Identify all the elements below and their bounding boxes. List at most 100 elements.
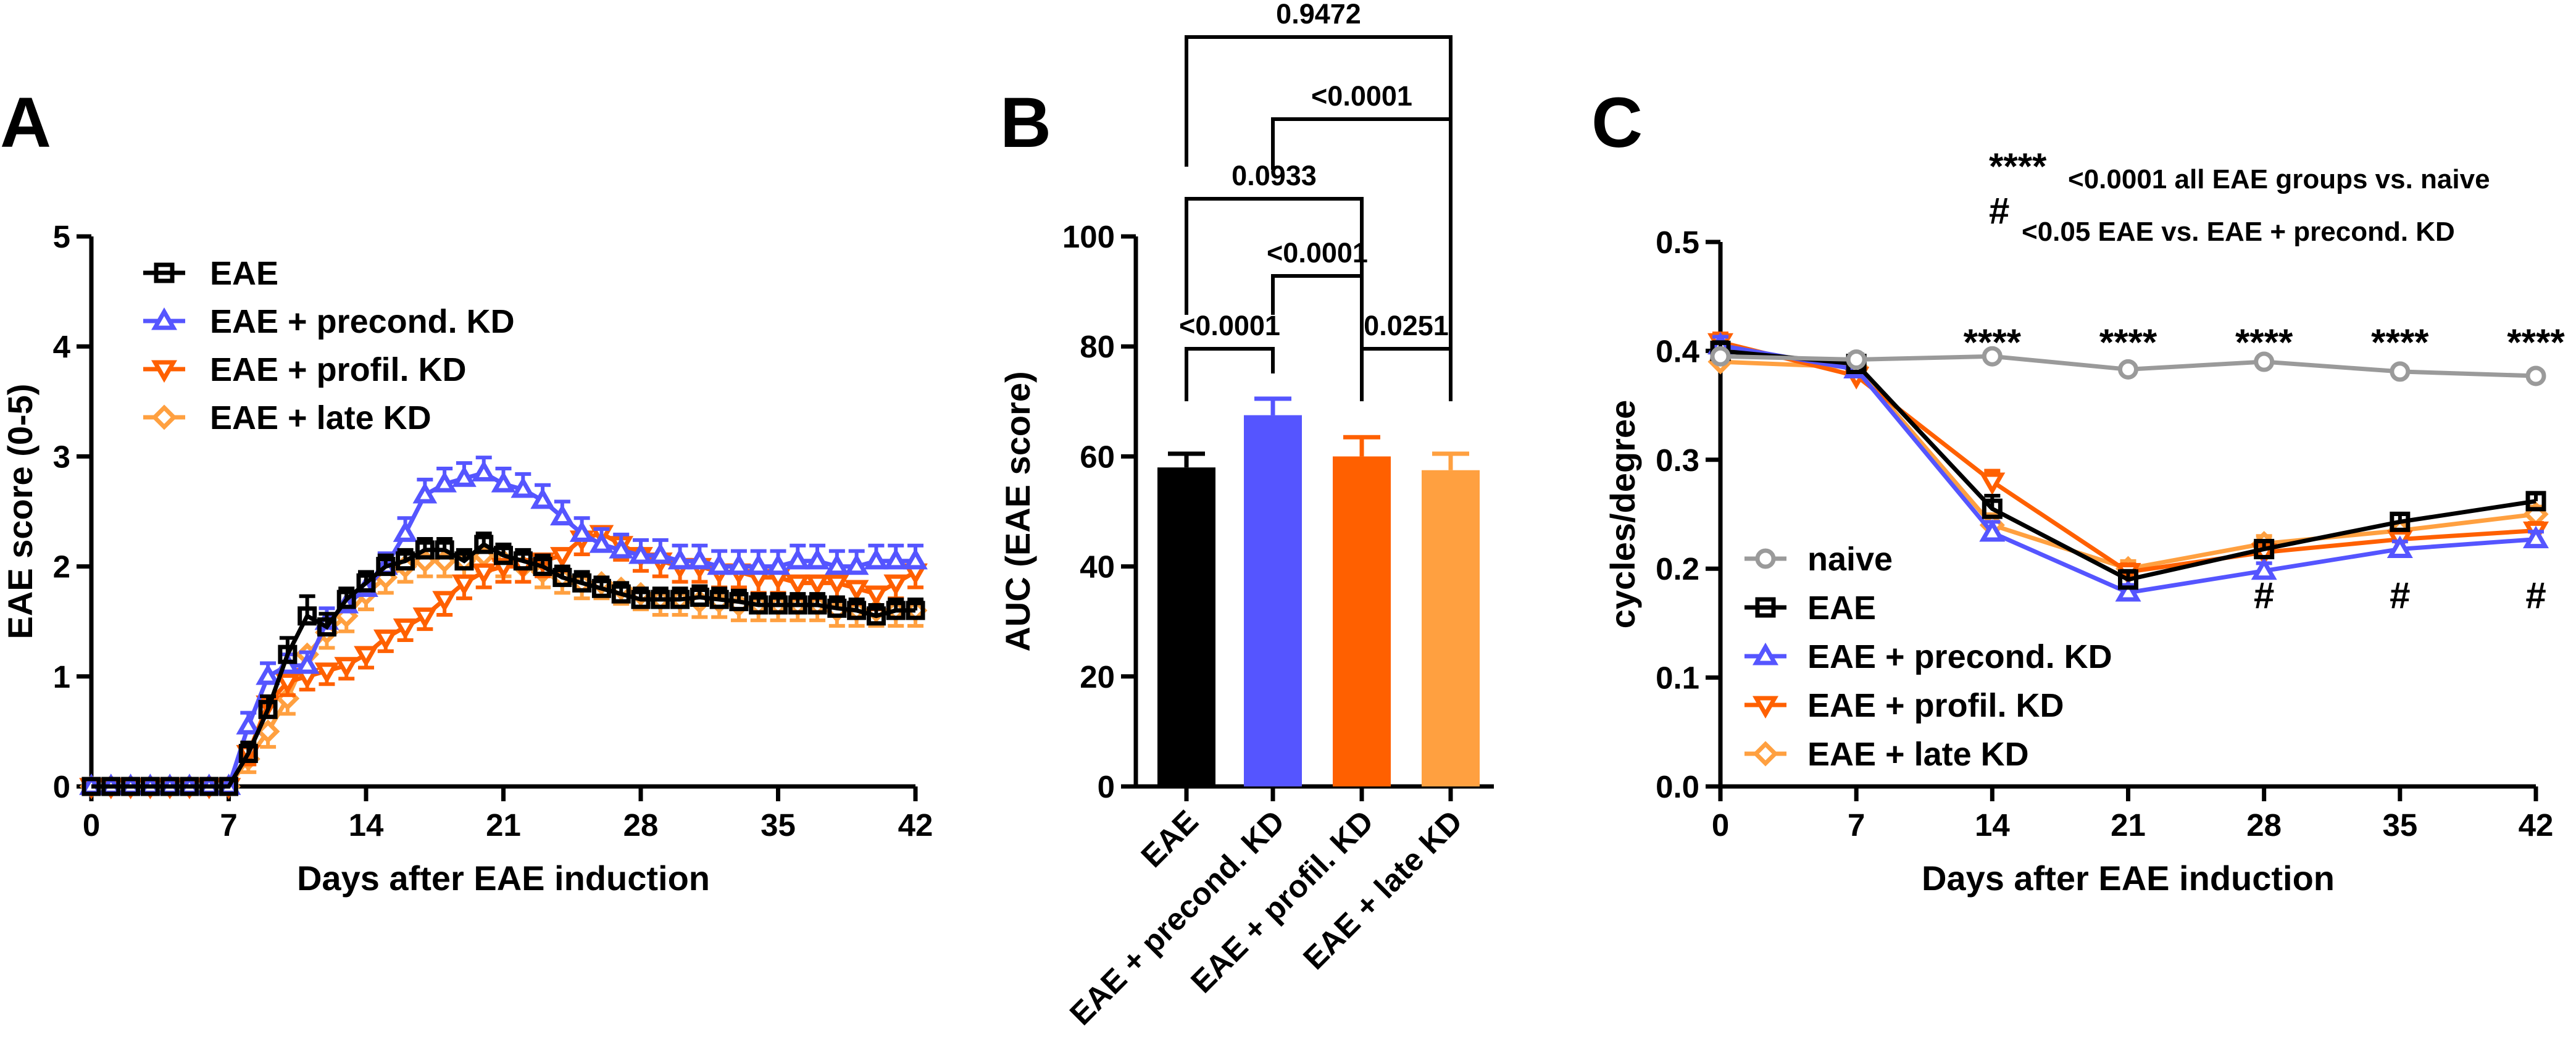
a-point-eae [317,617,336,637]
a-point-eae-precond-kd [648,542,673,564]
c-point-eae [2254,538,2275,559]
a-y-tick-label: 1 [53,659,70,694]
panel-label-c: C [1591,83,1643,162]
a-point-eae-precond-kd [294,652,320,674]
a-point-eae-precond-kd [393,520,418,542]
a-point-eae-precond-kd [707,553,732,575]
b-significance-bracket [1185,347,1275,401]
a-point-eae [435,540,454,560]
c-point-eae-precond-kd [2115,579,2141,602]
c-point-eae-precond-kd [2251,557,2277,580]
b-significance-bracket [1360,347,1453,401]
c-point-eae [2118,569,2138,590]
c-significance-stars: **** [2235,322,2293,363]
c-y-axis-title: cycles/degree [1603,400,1642,628]
a-point-eae-precond-kd [471,460,496,481]
a-point-eae-precond-kd [805,548,830,570]
c-legend-label-eae-profil-kd: EAE + profil. KD [1807,687,2064,724]
a-point-eae-precond-kd [432,471,457,493]
a-point-eae-profil-kd [883,574,909,596]
a-y-tick-label: 5 [53,219,70,254]
a-point-eae-precond-kd [256,663,280,685]
b-significance-label: <0.0001 [1311,80,1412,112]
a-point-eae-precond-kd [609,537,634,559]
a-x-tick-label: 14 [349,807,384,843]
c-legend-label-naive: naive [1807,541,1893,578]
a-point-eae-profil-kd [844,580,869,602]
a-legend-label-eae-profil-kd: EAE + profil. KD [210,351,467,388]
a-point-eae-profil-kd [334,657,359,678]
a-point-eae-precond-kd [452,465,477,487]
c-annotation-text: <0.05 EAE vs. EAE + precond. KD [2022,217,2455,247]
c-y-tick-label: 0.5 [1656,225,1699,260]
a-point-eae [101,777,121,796]
c-point-eae-precond-kd [1979,519,2006,542]
a-x-tick-label: 28 [623,807,659,843]
a-point-eae-precond-kd [844,553,869,575]
a-point-eae [533,557,552,577]
a-point-eae [611,584,631,604]
a-point-eae [886,601,906,620]
a-legend-marker-eae-precond-kd [151,307,177,330]
c-point-eae-profil-kd [1979,472,2006,496]
c-point-eae-precond-kd [2523,525,2549,549]
a-point-eae [866,606,886,626]
c-y-tick-label: 0.2 [1656,551,1699,586]
a-point-eae-profil-kd [354,646,378,667]
c-y-tick-label: 0.4 [1656,333,1700,369]
a-point-eae [121,777,141,796]
a-point-eae [651,590,670,609]
c-point-naive [1710,346,1731,367]
c-point-naive [1846,349,1867,370]
b-category-label-eae-late-kd: EAE + late KD [1296,803,1469,976]
b-y-tick-label: 60 [1080,439,1115,474]
c-point-naive [1982,346,2003,367]
a-point-eae-profil-kd [550,547,575,569]
c-legend-marker-eae-profil-kd [1753,696,1778,719]
b-y-tick-label: 0 [1098,769,1115,804]
a-point-eae [591,578,611,598]
a-y-tick-label: 3 [53,439,70,474]
a-legend-marker-eae-profil-kd [151,360,177,383]
a-point-eae [160,777,180,796]
a-point-eae [238,744,258,764]
a-point-eae [552,567,572,587]
c-x-axis-title: Days after EAE induction [1922,859,2335,898]
a-legend-marker-eae [154,262,175,283]
a-x-tick-label: 7 [220,807,237,843]
panel-a-chart: 0 1 2 3 4 5 0 7 14 21 28 35 42 Days after EAE inducti… [1,219,933,898]
a-legend-label-eae-late-kd: EAE + late KD [210,399,431,436]
a-point-eae [81,777,101,796]
c-point-eae [1982,498,2003,519]
a-point-eae-late-kd [256,719,280,744]
a-point-eae [670,590,690,609]
a-point-eae-profil-kd [805,574,830,596]
a-point-eae-precond-kd [727,553,751,575]
c-significance-hash: # [2390,575,2410,616]
a-point-eae-precond-kd [746,553,771,575]
a-point-eae-profil-kd [275,673,300,695]
a-point-eae [415,540,435,560]
a-x-axis-title: Days after EAE induction [297,859,710,898]
a-point-eae-precond-kd [667,548,693,570]
a-point-eae [376,557,396,577]
a-point-eae [258,699,278,719]
a-point-eae-precond-kd [628,542,653,564]
a-x-tick-label: 35 [761,807,796,843]
a-point-eae [219,777,238,796]
c-y-tick-label: 0.1 [1656,661,1699,696]
c-y-tick-label: 0.3 [1656,443,1699,478]
a-y-tick-label: 4 [53,329,71,364]
a-point-eae-precond-kd [236,713,261,735]
a-point-eae-profil-kd [785,574,811,596]
a-y-tick-label: 2 [53,549,70,585]
panel-label-b: B [1000,83,1051,162]
b-y-tick-label: 80 [1080,329,1115,364]
a-point-eae [336,590,356,609]
a-x-tick-label: 42 [898,807,933,843]
a-point-eae [454,551,474,571]
a-point-eae [396,551,415,571]
c-point-eae-precond-kd [2386,535,2413,558]
a-point-eae-precond-kd [864,548,889,570]
